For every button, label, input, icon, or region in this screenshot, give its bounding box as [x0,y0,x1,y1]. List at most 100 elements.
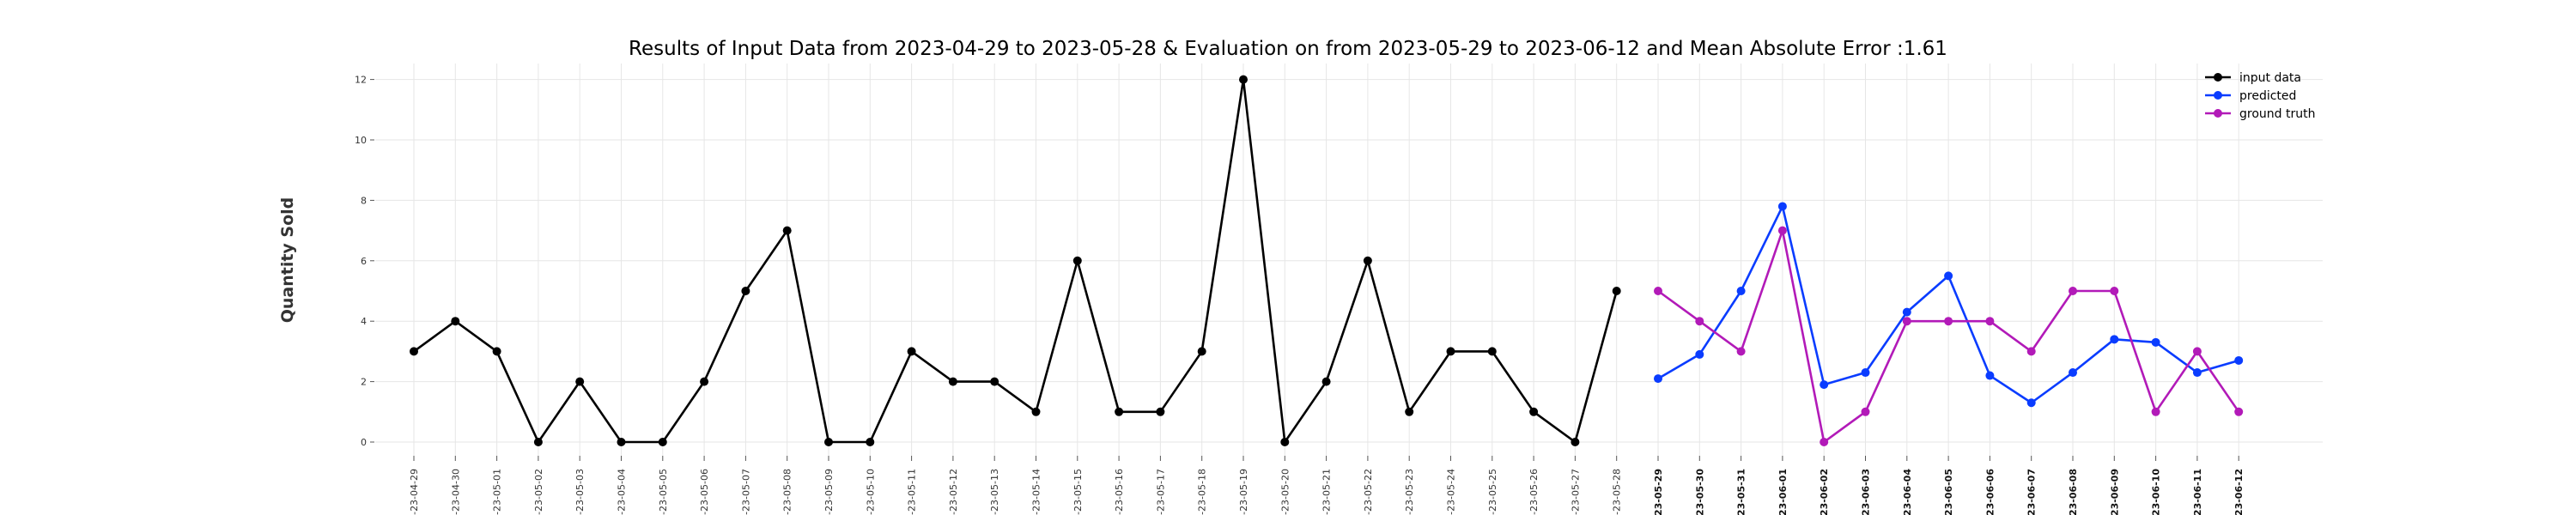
data-point-predicted [1902,307,1911,317]
data-point-ground-truth [1902,317,1911,326]
data-point-input-data [1280,438,1290,446]
data-point-predicted [1654,374,1662,384]
data-point-input-data [866,438,875,446]
data-point-input-data [907,347,916,356]
x-axis-ticks: -23-04-29 -23-04-30 -23-05-01 -23-05-02 -23-… [409,456,2245,515]
data-point-input-data [990,377,999,386]
data-point-input-data [700,377,709,386]
data-point-input-data [617,438,626,446]
x-tick-label: -23-05-20 [1279,469,1291,515]
data-point-predicted [1985,371,1995,380]
data-point-input-data [741,287,750,295]
data-point-ground-truth [1695,317,1704,326]
x-tick-label: -23-06-07 [2026,469,2038,515]
data-point-predicted [2026,398,2036,408]
y-tick-label: 4 [361,316,367,327]
series-lines [410,75,2244,446]
x-tick-label: -23-05-12 [948,469,959,515]
y-tick-label: 6 [361,256,367,267]
x-tick-label: -23-05-19 [1238,469,1249,515]
legend-label-input-data: input data [2239,71,2301,85]
data-point-input-data [575,377,585,386]
data-point-predicted [2192,368,2202,378]
data-point-predicted [2069,368,2077,378]
legend-label-predicted: predicted [2239,89,2296,103]
data-point-input-data [492,347,501,356]
x-tick-label: -23-05-02 [533,469,544,515]
x-tick-label: -23-05-14 [1031,469,1042,515]
x-tick-label: -23-05-03 [574,469,586,515]
data-point-input-data [410,347,418,356]
x-tick-label: -23-05-13 [989,469,1000,515]
data-point-input-data [1239,75,1248,84]
legend-marker-ground-truth [2214,109,2222,118]
data-point-input-data [1571,438,1580,446]
y-tick-label: 0 [361,437,367,448]
data-point-input-data [658,438,667,446]
data-point-ground-truth [2192,347,2202,356]
x-tick-label: -23-05-26 [1528,469,1540,515]
x-tick-label: -23-06-04 [1902,469,1913,515]
x-tick-label: -23-06-10 [2151,469,2162,515]
y-tick-label: 2 [361,377,367,388]
data-point-predicted [2110,335,2119,344]
data-point-predicted [2151,337,2160,347]
chart-title: Results of Input Data from 2023-04-29 to… [629,38,1947,60]
data-point-input-data [1529,407,1539,416]
data-point-ground-truth [1736,347,1746,356]
x-tick-label: -23-06-02 [1819,469,1830,515]
y-tick-label: 8 [361,195,367,206]
data-point-input-data [824,438,833,446]
data-point-ground-truth [2069,287,2077,295]
data-point-ground-truth [2110,287,2119,295]
x-tick-label: -23-06-05 [1943,469,1954,515]
x-tick-label: -23-05-06 [699,469,710,515]
x-tick-label: -23-05-18 [1197,469,1208,515]
data-point-predicted [1777,202,1787,211]
x-tick-label: -23-05-01 [492,469,503,515]
data-point-ground-truth [2234,407,2244,416]
data-point-input-data [451,317,460,326]
x-tick-label: -23-04-30 [450,469,461,515]
x-tick-label: -23-06-08 [2068,469,2079,515]
data-point-input-data [1446,347,1455,356]
x-tick-label: -23-05-23 [1404,469,1415,515]
data-point-ground-truth [1861,407,1870,416]
data-point-input-data [1031,407,1041,416]
x-tick-label: -23-05-07 [740,469,751,515]
data-point-input-data [1405,407,1414,416]
data-point-input-data [1197,347,1206,356]
x-tick-label: -23-05-08 [782,469,793,515]
x-tick-label: -23-05-22 [1363,469,1374,515]
data-point-input-data [782,226,792,235]
x-tick-label: -23-06-01 [1777,469,1789,515]
x-tick-label: -23-05-04 [617,469,628,515]
x-tick-label: -23-05-27 [1570,469,1581,515]
x-tick-label: -23-05-16 [1114,469,1125,515]
data-point-ground-truth [2026,347,2036,356]
x-tick-label: -23-05-15 [1072,469,1084,515]
x-tick-label: -23-05-24 [1446,469,1457,515]
x-tick-label: -23-05-17 [1155,469,1166,515]
data-point-predicted [1944,271,1953,281]
data-point-ground-truth [1944,317,1953,326]
x-tick-label: -23-05-09 [823,469,835,515]
x-tick-label: -23-05-25 [1487,469,1498,515]
data-point-predicted [1861,368,1870,378]
x-tick-label: -23-06-03 [1861,469,1872,515]
data-point-ground-truth [1777,226,1787,235]
legend: input data predicted ground truth [2205,71,2315,121]
x-tick-label: -23-06-11 [2192,469,2203,515]
grid [375,64,2323,456]
x-tick-label: -23-06-09 [2109,469,2120,515]
legend-marker-input-data [2214,73,2222,82]
x-tick-label: -23-06-06 [1984,469,1996,515]
data-point-ground-truth [1654,287,1662,295]
data-point-input-data [1115,407,1124,416]
data-point-predicted [1695,349,1704,359]
data-point-ground-truth [2151,407,2160,416]
data-point-ground-truth [1985,317,1995,326]
data-point-ground-truth [1820,438,1829,446]
x-tick-label: -23-05-29 [1653,469,1664,515]
